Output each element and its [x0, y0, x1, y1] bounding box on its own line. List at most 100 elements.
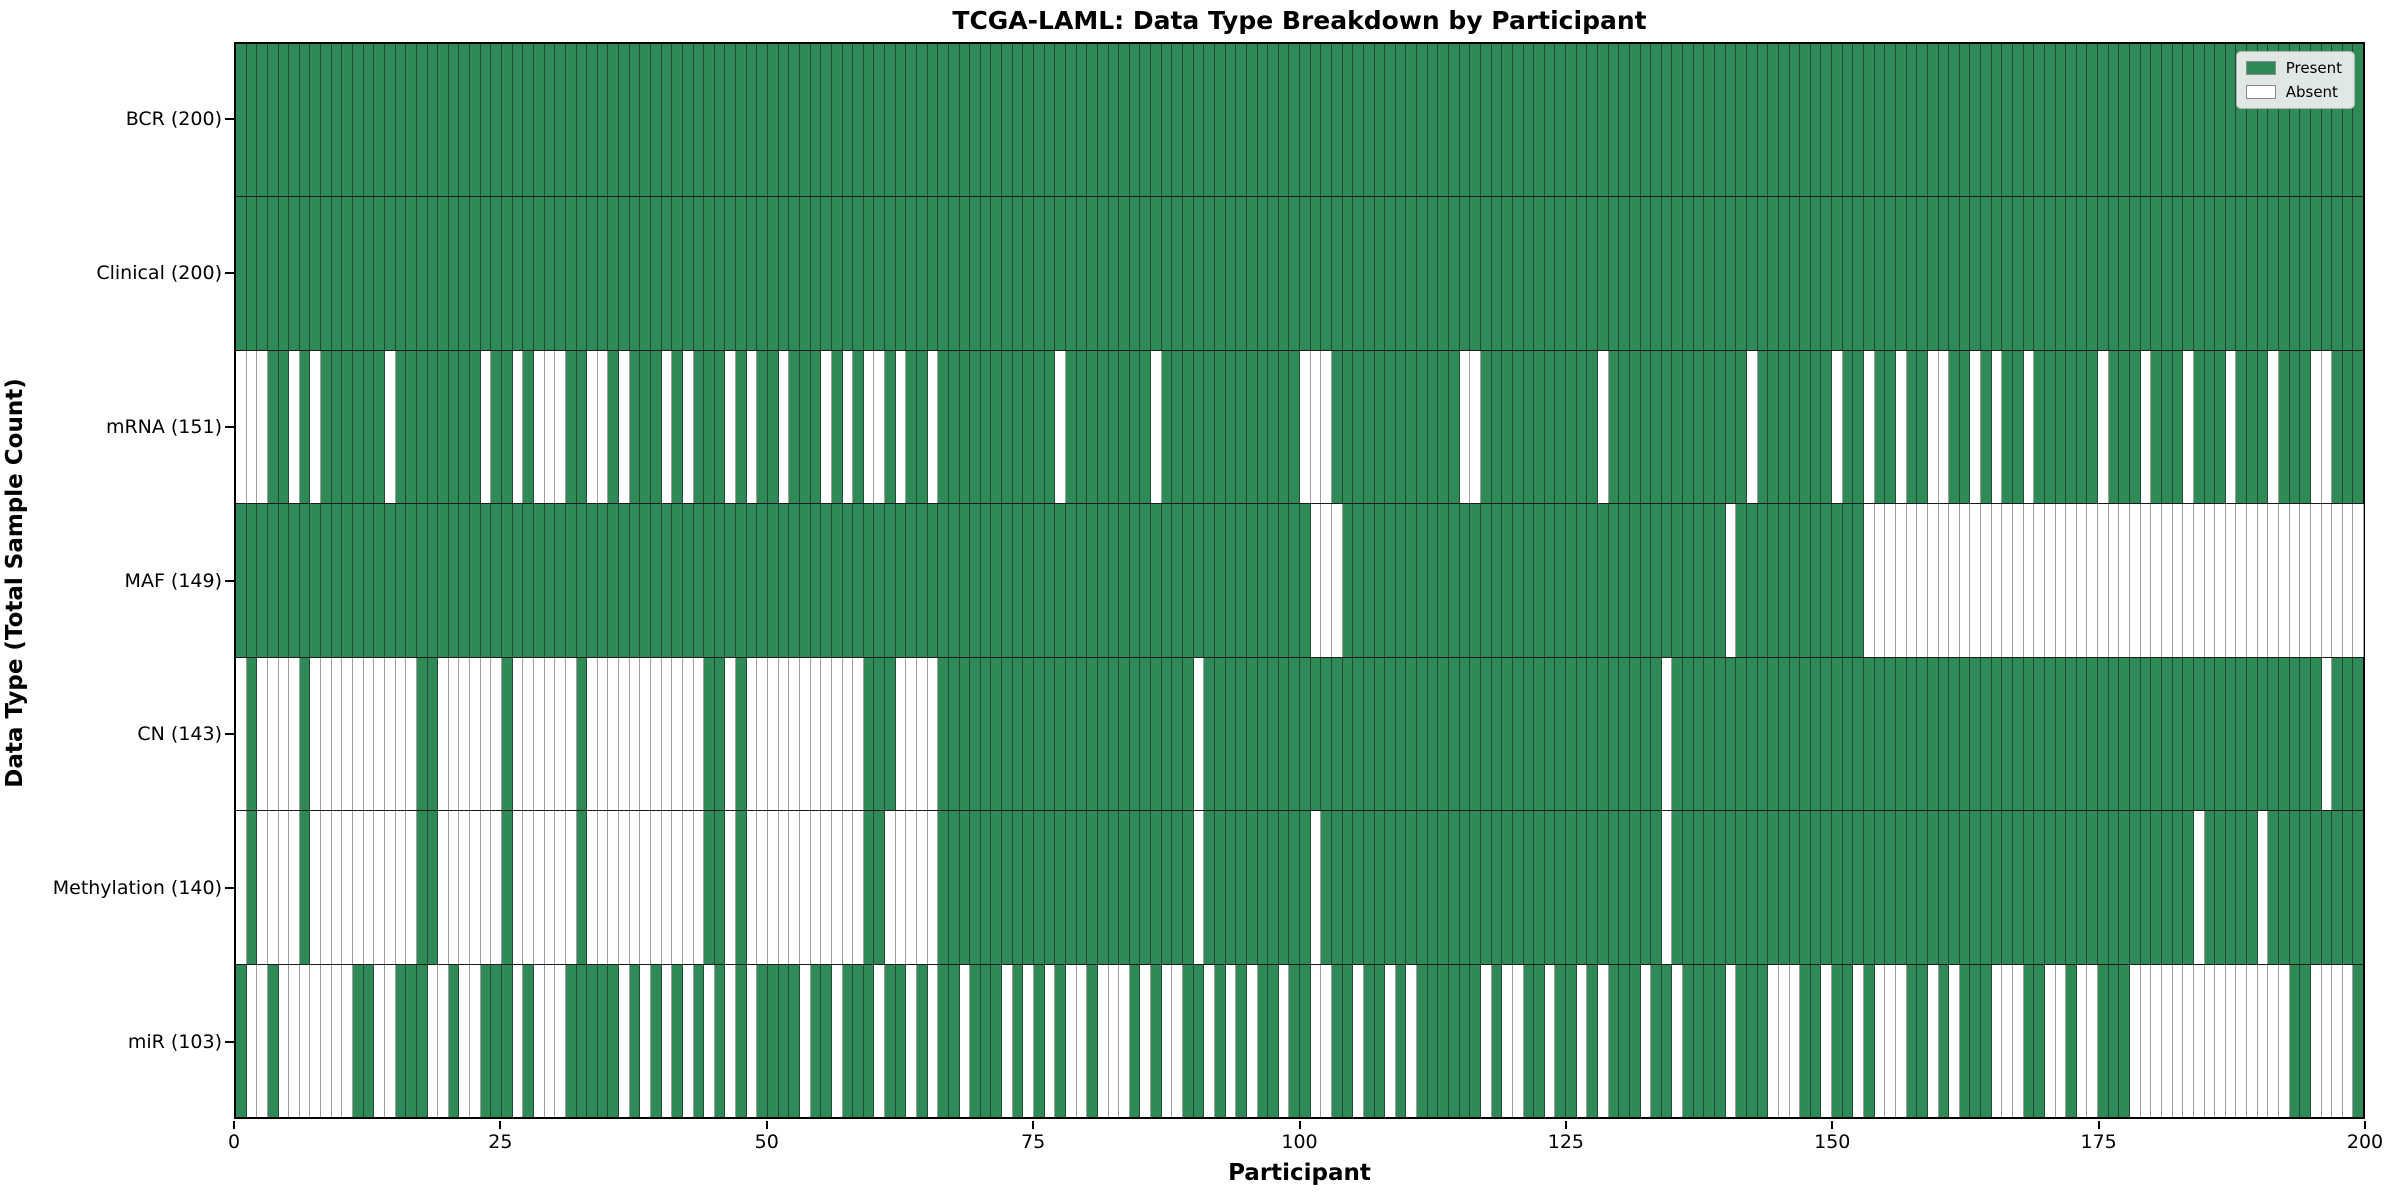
heatmap-cell [757, 350, 769, 504]
heatmap-cell [502, 350, 513, 504]
heatmap-cell [672, 964, 683, 1117]
xtick-mark [1564, 1121, 1567, 1129]
heatmap-cell [267, 504, 279, 657]
heatmap-cell [1598, 657, 1609, 811]
heatmap-cell [2119, 350, 2131, 504]
heatmap-cell [2098, 44, 2109, 197]
heatmap-cell [1959, 657, 1971, 811]
heatmap-cell [321, 44, 332, 197]
heatmap-cell [1289, 197, 1301, 350]
heatmap-cell [1300, 811, 1311, 964]
heatmap-cell [1193, 504, 1205, 657]
heatmap-cell [278, 657, 290, 811]
heatmap-cell [991, 350, 1003, 504]
heatmap-cell [789, 504, 800, 657]
heatmap-cell [1906, 811, 1918, 964]
heatmap-cell [2204, 811, 2216, 964]
heatmap-cell [1683, 197, 1694, 350]
heatmap-cell [1151, 964, 1162, 1117]
heatmap-cell [789, 657, 800, 811]
heatmap-cell [1459, 657, 1471, 811]
heatmap-cell [1778, 504, 1790, 657]
heatmap-cell [533, 811, 545, 964]
heatmap-cell [906, 504, 917, 657]
xtick-mark [1298, 1121, 1301, 1129]
heatmap-cell [406, 197, 417, 350]
heatmap-cell [736, 197, 747, 350]
heatmap-cell [2002, 44, 2013, 197]
heatmap-cell [1097, 44, 1109, 197]
heatmap-cell [1076, 811, 1088, 964]
heatmap-cell [459, 44, 471, 197]
xtick-mark [765, 1121, 768, 1129]
heatmap-cell [1321, 504, 1332, 657]
heatmap-cell [1832, 197, 1843, 350]
heatmap-cell [2247, 504, 2258, 657]
heatmap-cell [1427, 197, 1439, 350]
xtick-label-0: 0 [227, 1131, 241, 1153]
heatmap-cell [1374, 504, 1386, 657]
heatmap-cell [1225, 504, 1237, 657]
heatmap-cell [1576, 964, 1588, 1117]
heatmap-cell [1949, 811, 1960, 964]
heatmap-cell [299, 44, 311, 197]
heatmap-cell [2066, 964, 2077, 1117]
heatmap-cell [576, 197, 588, 350]
heatmap-cell [502, 504, 513, 657]
heatmap-cell [2161, 811, 2173, 964]
heatmap-cell [331, 964, 343, 1117]
heatmap-cell [1002, 44, 1013, 197]
heatmap-cell [342, 657, 354, 811]
heatmap-cell [353, 811, 364, 964]
heatmap-cell [2087, 504, 2099, 657]
heatmap-cell [1321, 657, 1332, 811]
heatmap-cell [1853, 504, 1865, 657]
heatmap-cell [1119, 197, 1130, 350]
heatmap-cell [2257, 811, 2269, 964]
heatmap-cell [2087, 197, 2099, 350]
heatmap-cell [278, 811, 290, 964]
heatmap-cell [353, 504, 364, 657]
heatmap-cell [491, 350, 503, 504]
heatmap-cell [704, 197, 715, 350]
ytick-label-BCR: BCR (200) [125, 107, 222, 130]
heatmap-cell [746, 44, 758, 197]
heatmap-cell [2353, 504, 2365, 657]
heatmap-cell [1832, 504, 1843, 657]
heatmap-cell [1023, 197, 1035, 350]
heatmap-cell [480, 197, 492, 350]
heatmap-cell [2098, 350, 2109, 504]
heatmap-cell [384, 197, 396, 350]
heatmap-cell [1470, 44, 1481, 197]
heatmap-cell [1789, 350, 1801, 504]
heatmap-row-MAF [236, 504, 2365, 658]
heatmap-cell [2289, 964, 2301, 1117]
heatmap-cell [640, 657, 651, 811]
heatmap-cell [1981, 44, 1992, 197]
heatmap-cell [1587, 811, 1598, 964]
heatmap-cell [1129, 811, 1141, 964]
heatmap-cell [448, 657, 460, 811]
heatmap-cell [1885, 811, 1896, 964]
heatmap-cell [1257, 811, 1269, 964]
heatmap-cell [1864, 657, 1875, 811]
heatmap-cell [1917, 811, 1928, 964]
heatmap-cell [1534, 657, 1545, 811]
heatmap-cell [2130, 811, 2141, 964]
heatmap-cell [321, 350, 332, 504]
heatmap-cell [714, 197, 726, 350]
heatmap-cell [778, 44, 790, 197]
heatmap-cell [2300, 811, 2311, 964]
heatmap-cell [1044, 197, 1056, 350]
heatmap-cell [810, 504, 822, 657]
heatmap-cell [1715, 350, 1726, 504]
heatmap-cell [1629, 964, 1641, 1117]
heatmap-cell [363, 350, 375, 504]
heatmap-cell [1374, 350, 1386, 504]
heatmap-cell [236, 44, 247, 197]
heatmap-cell [1693, 811, 1705, 964]
heatmap-cell [1310, 44, 1322, 197]
heatmap-cell [2300, 657, 2311, 811]
heatmap-cell [1683, 811, 1694, 964]
heatmap-cell [693, 197, 705, 350]
